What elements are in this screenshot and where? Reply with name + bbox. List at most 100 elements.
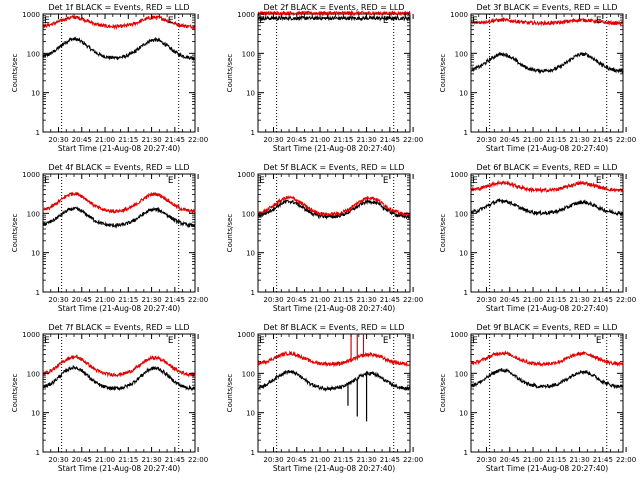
x-tick-label: 21:15 (546, 296, 566, 304)
y-tick-label: 1 (464, 449, 468, 457)
plot-frame (42, 13, 196, 133)
y-tick-label: 100 (27, 370, 40, 378)
x-tick-label: 20:30 (476, 136, 496, 144)
x-axis-label: Start Time (21-Aug-08 20:27:40) (486, 144, 608, 153)
x-tick-label: 21:15 (118, 456, 138, 464)
y-tick-label: 100 (455, 210, 468, 218)
y-axis-label: Counts/sec (11, 214, 19, 253)
event-marker-left: E (472, 336, 478, 346)
x-tick-label: 21:30 (141, 136, 161, 144)
y-tick-label: 100 (242, 210, 255, 218)
y-tick-label: 10 (459, 250, 468, 258)
y-tick-label: 1000 (22, 331, 40, 339)
x-tick-label: 20:30 (263, 296, 283, 304)
x-tick-label: 21:00 (95, 456, 115, 464)
x-axis-label: Start Time (21-Aug-08 20:27:40) (58, 304, 180, 313)
series-line (257, 195, 411, 217)
plot-frame (470, 173, 624, 293)
x-tick-label: 21:15 (546, 136, 566, 144)
event-marker-left: E (44, 16, 50, 26)
y-tick-label: 10 (246, 250, 255, 258)
x-axis-label: Start Time (21-Aug-08 20:27:40) (486, 304, 608, 313)
y-tick-label: 1000 (237, 171, 255, 179)
y-axis-label: Counts/sec (11, 374, 19, 413)
series-line (470, 179, 624, 194)
y-axis-label: Counts/sec (226, 54, 234, 93)
x-tick-label: 21:30 (141, 296, 161, 304)
detector-panel-4: 1 10 100 1000 20:30 20:45 21:00 21:15 21:30 21:45… (11, 163, 208, 313)
y-tick-label: 10 (459, 410, 468, 418)
x-axis-label: Start Time (21-Aug-08 20:27:40) (273, 464, 395, 473)
y-tick-label: 1000 (450, 171, 468, 179)
x-tick-label: 20:45 (287, 136, 307, 144)
x-tick-label: 21:45 (593, 296, 613, 304)
x-axis-label: Start Time (21-Aug-08 20:27:40) (273, 144, 395, 153)
event-marker-right: E (596, 176, 602, 186)
x-tick-label: 22:00 (403, 136, 423, 144)
x-tick-label: 21:00 (310, 456, 330, 464)
y-tick-label: 1000 (450, 331, 468, 339)
detector-panel-2: 1 10 100 1000 20:30 20:45 21:00 21:15 21:30 21:45… (226, 3, 423, 153)
x-tick-label: 21:45 (593, 456, 613, 464)
y-tick-label: 1 (36, 449, 40, 457)
detector-panel-8: 1 10 100 1000 20:30 20:45 21:00 21:15 21:30 21:45… (226, 323, 423, 473)
x-axis-label: Start Time (21-Aug-08 20:27:40) (58, 144, 180, 153)
x-tick-label: 20:45 (500, 296, 520, 304)
y-tick-label: 1 (251, 129, 255, 137)
detector-panel-3: 1 10 100 1000 20:30 20:45 21:00 21:15 21:30 21:45… (439, 3, 636, 153)
panel-title: Det 8f BLACK = Events, RED = LLD (263, 323, 404, 332)
event-marker-right: E (596, 16, 602, 26)
x-tick-label: 21:00 (95, 296, 115, 304)
x-tick-label: 20:45 (500, 136, 520, 144)
x-axis-label: Start Time (21-Aug-08 20:27:40) (58, 464, 180, 473)
series-line (42, 354, 196, 378)
x-tick-label: 22:00 (403, 456, 423, 464)
x-tick-label: 21:30 (356, 456, 376, 464)
series-line (470, 367, 624, 390)
x-tick-label: 21:00 (95, 136, 115, 144)
x-tick-label: 21:30 (569, 136, 589, 144)
x-tick-label: 22:00 (616, 136, 636, 144)
x-tick-label: 20:30 (48, 456, 68, 464)
x-tick-label: 21:45 (380, 136, 400, 144)
x-tick-label: 21:15 (118, 296, 138, 304)
x-tick-label: 20:45 (72, 296, 92, 304)
x-tick-label: 21:45 (165, 136, 185, 144)
event-marker-left: E (259, 336, 265, 346)
detector-panel-5: 1 10 100 1000 20:30 20:45 21:00 21:15 21:30 21:45… (226, 163, 423, 313)
x-tick-label: 20:30 (48, 296, 68, 304)
event-marker-left: E (472, 176, 478, 186)
event-marker-left: E (259, 16, 265, 26)
x-tick-label: 22:00 (616, 456, 636, 464)
x-tick-label: 21:30 (569, 296, 589, 304)
event-marker-left: E (44, 336, 50, 346)
x-tick-label: 21:30 (141, 456, 161, 464)
series-line (470, 197, 624, 217)
series-line (42, 206, 196, 229)
panel-title: Det 1f BLACK = Events, RED = LLD (48, 3, 189, 12)
event-marker-right: E (168, 336, 174, 346)
y-tick-label: 1 (36, 289, 40, 297)
y-tick-label: 1 (36, 129, 40, 137)
x-tick-label: 20:30 (476, 456, 496, 464)
event-marker-left: E (472, 16, 478, 26)
y-tick-label: 100 (455, 50, 468, 58)
x-tick-label: 22:00 (188, 296, 208, 304)
y-axis-label: Counts/sec (226, 374, 234, 413)
x-tick-label: 20:30 (263, 456, 283, 464)
y-tick-label: 1 (464, 129, 468, 137)
panel-title: Det 5f BLACK = Events, RED = LLD (263, 163, 404, 172)
y-tick-label: 100 (455, 370, 468, 378)
x-tick-label: 21:30 (356, 136, 376, 144)
panel-title: Det 2f BLACK = Events, RED = LLD (263, 3, 404, 12)
x-tick-label: 20:30 (48, 136, 68, 144)
series-line (257, 14, 411, 22)
x-tick-label: 21:45 (165, 456, 185, 464)
event-marker-right: E (383, 336, 389, 346)
y-tick-label: 10 (246, 410, 255, 418)
x-tick-label: 22:00 (188, 136, 208, 144)
series-line (42, 191, 196, 214)
x-tick-label: 21:00 (310, 136, 330, 144)
x-tick-label: 21:15 (333, 296, 353, 304)
event-marker-right: E (383, 176, 389, 186)
